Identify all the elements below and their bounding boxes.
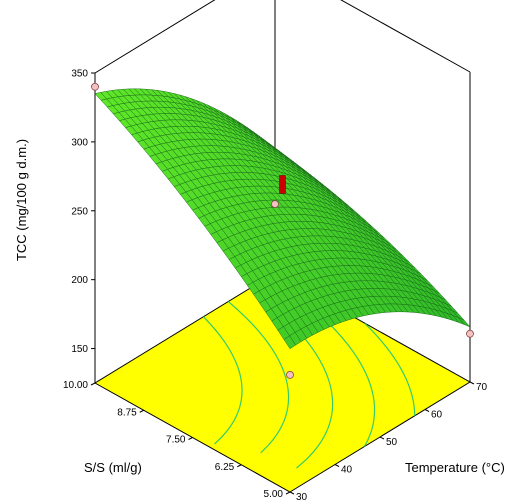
design-points — [91, 82, 474, 379]
design-point-marker — [271, 200, 279, 209]
x-tick-label: 50 — [386, 437, 398, 448]
contour-line — [202, 316, 243, 445]
y-tick-mark — [285, 491, 291, 495]
y-axis-title: S/S (ml/g) — [84, 460, 142, 475]
z-tick-label: 200 — [71, 275, 88, 286]
x-tick-mark — [379, 436, 385, 440]
response-surface — [94, 88, 471, 350]
y-tick-label: 6.25 — [215, 462, 235, 473]
surface-cell — [283, 335, 296, 350]
contour-line — [227, 301, 290, 454]
y-tick-label: 10.00 — [63, 380, 88, 391]
y-tick-label: 7.50 — [166, 435, 186, 446]
z-axis-title: TCC (mg/100 g d.m.) — [14, 139, 29, 261]
x-tick-mark — [334, 464, 340, 467]
x-tick-mark — [469, 381, 475, 385]
z-tick-label: 250 — [71, 206, 88, 217]
x-tick-mark — [424, 409, 430, 412]
y-tick-mark — [188, 437, 193, 440]
design-point-marker — [466, 329, 474, 338]
center-point-marker — [279, 175, 286, 194]
z-tick-label: 300 — [71, 137, 88, 148]
x-tick-label: 30 — [296, 492, 308, 501]
z-tick-label: 350 — [71, 69, 88, 80]
y-tick-label: 8.75 — [117, 407, 137, 418]
z-tick-label: 150 — [71, 344, 88, 355]
box-edge-top-right — [340, 0, 471, 73]
x-axis-title: Temperature (°C) — [405, 460, 505, 475]
design-point-marker — [91, 82, 99, 91]
design-point-marker — [286, 370, 294, 379]
x-tick-mark — [289, 491, 295, 495]
y-tick-mark — [237, 464, 242, 468]
y-tick-mark — [90, 382, 96, 386]
x-tick-label: 40 — [341, 465, 353, 476]
box-edge-top-left — [94, 0, 216, 74]
axis-ticks: 150 200 250 300 350 10.00 8.75 7.50 6.25 5.00 30 40… — [63, 69, 488, 501]
x-tick-label: 70 — [476, 382, 488, 393]
contour-line — [364, 323, 416, 416]
y-tick-label: 5.00 — [264, 489, 284, 500]
x-tick-label: 60 — [431, 410, 443, 421]
y-tick-mark — [139, 409, 144, 413]
